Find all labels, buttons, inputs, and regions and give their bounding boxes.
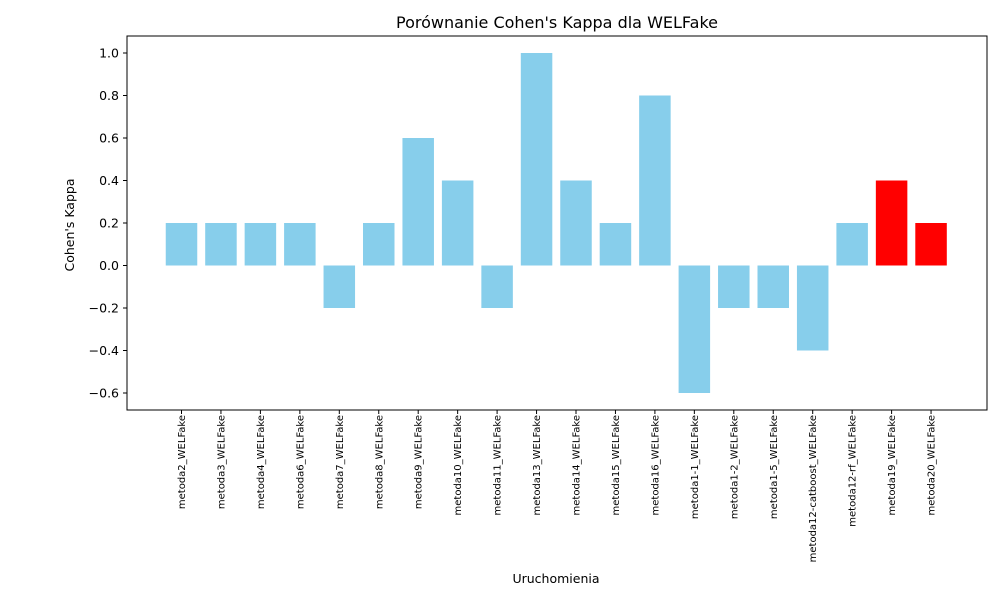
x-tick-label: metoda4_WELFake — [256, 415, 267, 509]
bar — [165, 223, 198, 266]
y-tick-label: −0.2 — [89, 301, 119, 316]
x-tick-label: metoda10_WELFake — [453, 415, 464, 515]
x-tick-label: metoda1-1_WELFake — [690, 415, 701, 519]
chart-title: Porównanie Cohen's Kappa dla WELFake — [396, 13, 718, 32]
x-tick-label: metoda1-2_WELFake — [729, 415, 740, 519]
bars-group — [165, 53, 947, 393]
bar — [402, 138, 434, 266]
x-tick-label: metoda12-catboost_WELFake — [808, 415, 819, 562]
x-tick-label: metoda6_WELFake — [295, 415, 306, 509]
x-tick-label: metoda8_WELFake — [374, 415, 385, 509]
y-tick-label: −0.6 — [89, 386, 119, 401]
bar — [599, 223, 632, 266]
plot-frame — [126, 35, 988, 411]
bar — [284, 223, 316, 266]
x-tick-label: metoda2_WELFake — [177, 415, 188, 509]
bar — [205, 223, 237, 266]
bar — [875, 180, 908, 266]
bar — [363, 223, 395, 266]
bar — [796, 265, 829, 351]
y-tick-label: 0.0 — [99, 258, 119, 273]
x-tick-label: metoda20_WELFake — [927, 415, 938, 515]
bar — [441, 180, 474, 266]
x-axis-label: Uruchomienia — [512, 571, 599, 586]
x-tick-label: metoda15_WELFake — [611, 415, 622, 515]
y-tick-label: −0.4 — [89, 343, 119, 358]
x-tick-label: metoda16_WELFake — [650, 415, 661, 515]
bar — [520, 53, 553, 266]
bar — [757, 265, 789, 308]
bar — [915, 223, 947, 266]
x-tick-label: metoda19_WELFake — [887, 415, 898, 515]
x-tick-label: metoda11_WELFake — [493, 415, 504, 515]
x-tick-label: metoda12-rf_WELFake — [848, 415, 859, 527]
y-tick-label: 0.6 — [99, 131, 119, 146]
bar — [639, 95, 671, 266]
y-tick-label: 0.4 — [99, 173, 119, 188]
bar — [481, 265, 513, 308]
bar — [560, 180, 592, 266]
x-tick-label: metoda7_WELFake — [335, 415, 346, 509]
x-tick-label: metoda13_WELFake — [532, 415, 543, 515]
y-tick-label: 0.8 — [99, 88, 119, 103]
y-tick-label: 1.0 — [99, 46, 119, 61]
x-tick-label: metoda14_WELFake — [572, 415, 583, 515]
x-tick-label: metoda3_WELFake — [216, 415, 227, 509]
bar — [678, 265, 711, 393]
y-axis-label: Cohen's Kappa — [62, 179, 77, 272]
bar — [836, 223, 868, 266]
bar — [323, 265, 356, 308]
y-axis-ticks: −0.6 −0.4 −0.2 0.0 0.2 0.4 0.6 0.8 1.0 — [89, 46, 127, 401]
bar — [244, 223, 277, 266]
x-axis-ticks: metoda2_WELFake metoda3_WELFake metoda4_WE… — [177, 410, 938, 562]
y-tick-label: 0.2 — [99, 216, 119, 231]
x-tick-label: metoda1-5_WELFake — [769, 415, 780, 519]
x-tick-label: metoda9_WELFake — [414, 415, 425, 509]
bar — [718, 265, 750, 308]
